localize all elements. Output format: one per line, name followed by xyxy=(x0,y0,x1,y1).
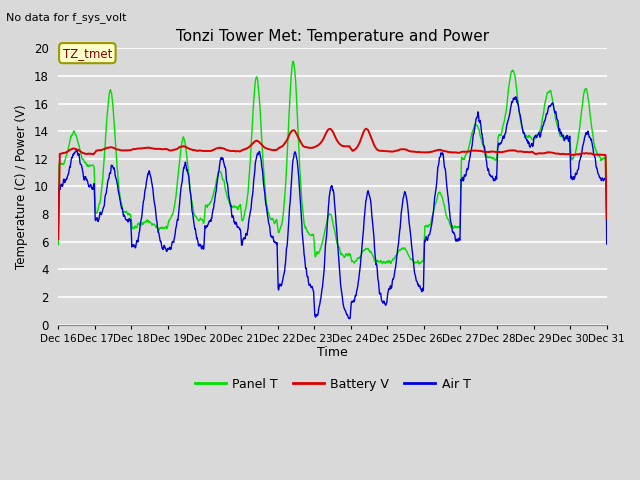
X-axis label: Time: Time xyxy=(317,347,348,360)
Y-axis label: Temperature (C) / Power (V): Temperature (C) / Power (V) xyxy=(15,104,28,269)
Air T xyxy=(512,94,520,100)
Panel T xyxy=(177,152,184,157)
Air T xyxy=(163,248,171,254)
Panel T xyxy=(289,58,297,64)
Panel T xyxy=(603,210,611,216)
Battery V xyxy=(362,126,370,132)
Panel T xyxy=(415,261,423,267)
Battery V xyxy=(163,146,171,152)
Panel T xyxy=(163,226,171,231)
Battery V xyxy=(237,147,245,153)
Air T xyxy=(346,316,353,322)
Air T xyxy=(177,192,184,198)
Panel T xyxy=(54,242,62,248)
Air T xyxy=(54,233,62,239)
Line: Battery V: Battery V xyxy=(58,129,607,239)
Air T xyxy=(490,178,497,183)
Legend: Panel T, Battery V, Air T: Panel T, Battery V, Air T xyxy=(189,372,476,396)
Battery V xyxy=(418,150,426,156)
Panel T xyxy=(490,156,498,161)
Air T xyxy=(237,242,245,248)
Battery V xyxy=(538,150,546,156)
Line: Air T: Air T xyxy=(58,97,607,319)
Battery V xyxy=(490,149,497,155)
Air T xyxy=(603,241,611,247)
Panel T xyxy=(538,116,546,122)
Text: TZ_tmet: TZ_tmet xyxy=(63,47,112,60)
Battery V xyxy=(603,216,611,222)
Air T xyxy=(418,289,426,295)
Text: No data for f_sys_volt: No data for f_sys_volt xyxy=(6,12,127,23)
Panel T xyxy=(237,215,245,220)
Battery V xyxy=(177,144,184,150)
Line: Panel T: Panel T xyxy=(58,61,607,264)
Title: Tonzi Tower Met: Temperature and Power: Tonzi Tower Met: Temperature and Power xyxy=(176,29,489,44)
Battery V xyxy=(54,236,62,242)
Panel T xyxy=(419,258,426,264)
Air T xyxy=(538,125,546,131)
